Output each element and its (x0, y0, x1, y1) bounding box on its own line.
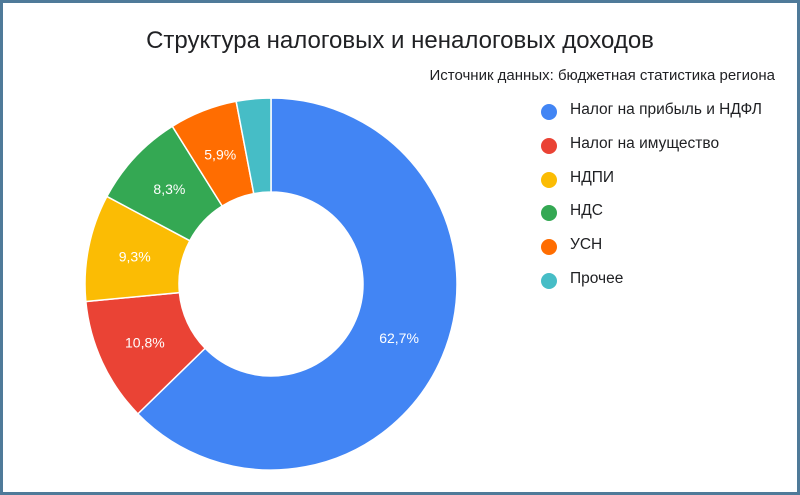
legend-marker-icon (541, 239, 557, 256)
pie-slice-6 (235, 97, 272, 195)
legend-label: Прочее (570, 269, 624, 287)
legend-marker-icon (541, 205, 557, 222)
legend-marker-icon (541, 171, 557, 188)
slice-data-label-4: 8,3% (153, 181, 185, 197)
slice-data-label-5: 5,9% (204, 147, 236, 163)
legend-label: Налог на прибыль и НДФЛ (570, 101, 762, 118)
donut-chart: 62,7% 10,8% 9,3% 8,3% 5,9% (84, 97, 458, 471)
slice-data-label-2: 10,8% (125, 334, 165, 350)
legend-marker-icon (541, 104, 557, 120)
chart-title: Структура налоговых и неналоговых доходо… (146, 27, 654, 54)
slice-data-label-1: 62,7% (379, 330, 419, 346)
legend-marker-icon (541, 137, 557, 154)
legend-label: УСН (570, 236, 603, 254)
legend-marker-icon (541, 272, 557, 289)
legend-label: НДПИ (570, 168, 614, 186)
slice-data-label-3: 9,3% (119, 249, 151, 265)
pie-slice-1 (136, 97, 458, 471)
legend-label: Налог на имущество (570, 134, 720, 152)
chart-subtitle: Источник данных: бюджетная статистика ре… (429, 67, 775, 84)
legend-label: НДС (570, 202, 603, 220)
